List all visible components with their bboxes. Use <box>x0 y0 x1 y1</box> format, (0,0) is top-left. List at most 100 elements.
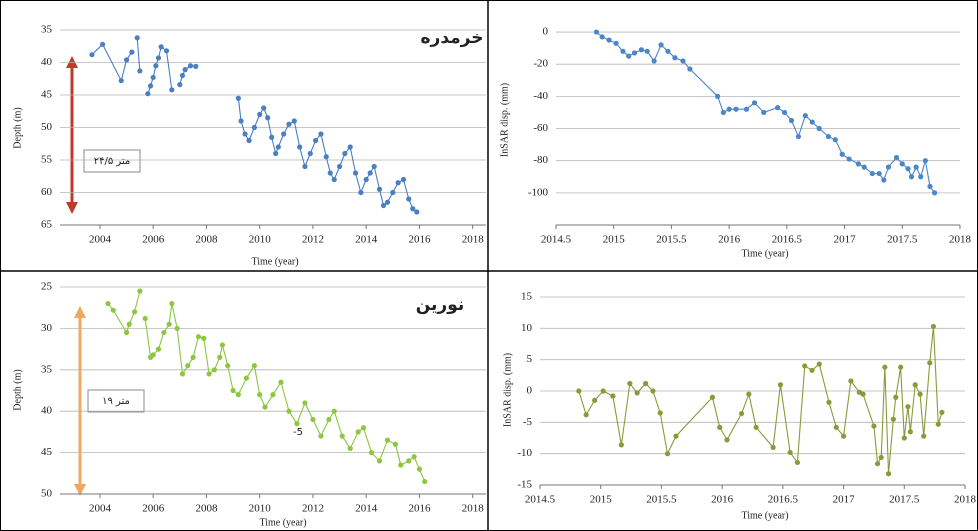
data-point <box>384 437 391 443</box>
data-point <box>179 371 186 377</box>
x-tick-label: 2014.5 <box>525 494 556 506</box>
x-tick-label: 2016.5 <box>768 494 799 506</box>
data-point <box>802 113 808 119</box>
data-point <box>724 437 730 443</box>
label-box <box>87 389 145 413</box>
data-point <box>777 382 784 388</box>
data-point <box>326 416 332 423</box>
data-point <box>251 124 257 131</box>
data-point <box>860 391 866 397</box>
data-point <box>147 83 154 89</box>
x-tick-label: 2012 <box>302 234 324 246</box>
data-point <box>881 177 887 183</box>
data-point <box>190 354 196 360</box>
data-point <box>631 50 638 56</box>
data-point <box>251 363 257 369</box>
x-tick-label: 2014.5 <box>541 234 572 246</box>
data-point <box>137 68 143 74</box>
x-tick-label: 2018 <box>462 234 485 246</box>
data-point <box>781 109 788 116</box>
data-point <box>927 360 933 366</box>
data-point <box>261 105 267 111</box>
data-point <box>169 300 175 307</box>
data-point <box>217 354 223 360</box>
data-point <box>650 388 656 394</box>
data-point <box>310 416 316 423</box>
data-point <box>123 57 130 63</box>
data-point <box>358 189 364 196</box>
data-point <box>400 176 407 183</box>
annotation: -5 <box>293 427 303 438</box>
data-point <box>680 58 686 64</box>
data-point <box>893 154 900 161</box>
x-tick-label: 2008 <box>195 503 218 515</box>
data-point <box>195 334 202 340</box>
data-point <box>406 458 412 464</box>
data-point <box>746 391 752 397</box>
data-point <box>912 382 918 388</box>
data-point <box>230 387 236 394</box>
data-point <box>187 63 194 69</box>
data-point <box>826 399 832 405</box>
y-tick-label: 25 <box>41 281 53 293</box>
y-tick-label: 0 <box>543 26 549 38</box>
data-point <box>398 462 404 468</box>
data-point <box>825 133 832 140</box>
series-line <box>136 37 141 71</box>
x-tick-label: 2008 <box>195 234 218 246</box>
data-point <box>907 429 913 435</box>
data-point <box>145 91 151 97</box>
y-tick-label: 45 <box>41 446 53 458</box>
x-tick-label: 2017.5 <box>887 234 918 246</box>
data-point <box>185 363 191 369</box>
data-point <box>410 206 416 212</box>
data-point <box>331 408 337 414</box>
data-point <box>583 412 589 418</box>
data-point <box>355 429 361 435</box>
y-tick-label: 65 <box>41 219 53 231</box>
data-point <box>243 375 249 381</box>
data-point <box>169 87 175 93</box>
data-point <box>922 158 928 164</box>
data-point <box>235 392 241 398</box>
x-tick-label: 2004 <box>89 503 112 515</box>
y-tick-label: 30 <box>41 322 53 334</box>
x-tick-label: 2010 <box>249 503 272 515</box>
data-point <box>235 95 241 101</box>
data-point <box>787 449 793 456</box>
y-axis-title: InSAR disp. (mm) <box>499 83 510 157</box>
data-point <box>339 433 345 439</box>
data-point <box>715 93 721 99</box>
data-point <box>657 410 663 416</box>
data-point <box>161 329 167 336</box>
data-point <box>257 111 263 118</box>
data-point <box>672 55 678 61</box>
y-tick-label: 35 <box>41 24 53 36</box>
data-point <box>416 466 423 472</box>
data-point <box>126 321 132 327</box>
data-point <box>376 458 383 464</box>
data-point <box>201 335 207 341</box>
data-point <box>794 459 801 466</box>
data-point <box>753 424 759 430</box>
x-tick-label: 2006 <box>142 503 165 515</box>
y-tick-label: -100 <box>528 186 549 198</box>
y-tick-label: 5 <box>527 353 533 365</box>
data-point <box>100 41 106 47</box>
data-point <box>788 117 795 124</box>
data-point <box>893 394 899 400</box>
data-point <box>242 131 248 137</box>
data-point <box>905 166 911 172</box>
data-point <box>899 161 905 167</box>
data-point <box>273 150 279 157</box>
x-tick-label: 2006 <box>142 234 165 246</box>
data-point <box>592 397 598 403</box>
y-axis-title: Depth (m) <box>12 107 23 148</box>
y-tick-label: 10 <box>521 322 533 334</box>
x-tick-label: 2018 <box>954 494 977 506</box>
data-point <box>269 134 275 140</box>
x-tick-label: 2012 <box>302 503 324 515</box>
data-point <box>211 367 218 373</box>
data-point <box>327 170 333 176</box>
